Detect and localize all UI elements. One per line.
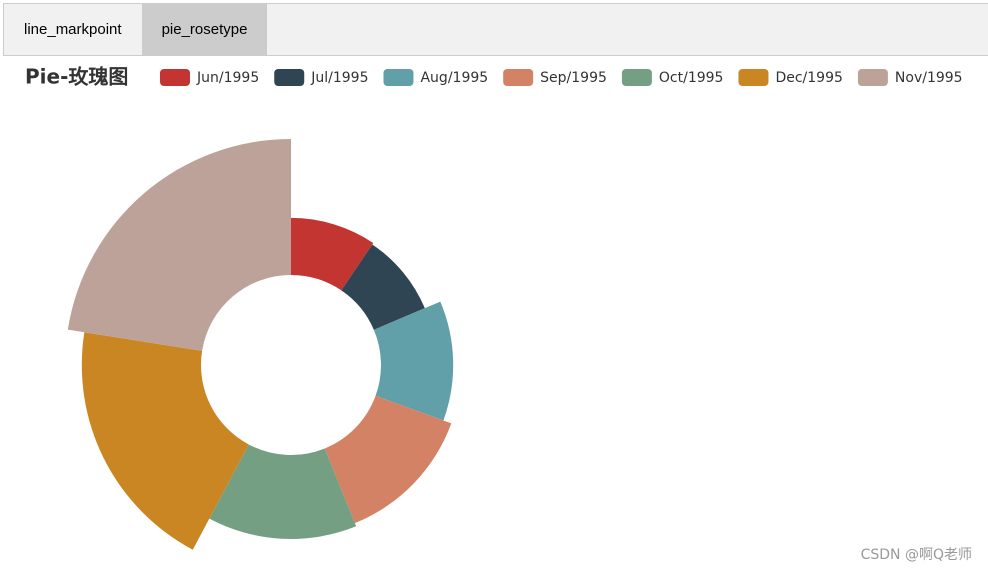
legend-label: Jun/1995 (196, 70, 259, 86)
legend-swatch (160, 69, 190, 86)
pie-slice (341, 244, 425, 330)
pie-slice (67, 139, 291, 351)
pie-slice (81, 332, 249, 550)
legend-swatch (503, 69, 534, 86)
tab[interactable]: pie_rosetype (141, 4, 268, 55)
legend-swatch (621, 69, 652, 86)
legend-label: Nov/1995 (895, 70, 963, 86)
legend-swatch (857, 69, 888, 86)
legend-label: Sep/1995 (540, 70, 607, 86)
legend-swatch (274, 69, 305, 86)
pie-slice (209, 444, 357, 539)
legend-label: Oct/1995 (659, 70, 724, 86)
legend-label: Jul/1995 (310, 70, 368, 86)
pie-slice (291, 217, 374, 291)
pie-slice (324, 395, 452, 524)
watermark: CSDN @啊Q老师 (861, 547, 972, 563)
legend-label: Dec/1995 (775, 70, 842, 86)
legend-label: Aug/1995 (420, 70, 488, 86)
pie-slice (373, 301, 454, 421)
tab[interactable]: line_markpoint (24, 21, 122, 38)
chart-title: Pie-玫瑰图 (25, 65, 128, 89)
tab-bar: line_markpoint pie_rosetype (3, 3, 988, 56)
legend-swatch (738, 69, 769, 86)
legend-swatch (383, 69, 414, 86)
